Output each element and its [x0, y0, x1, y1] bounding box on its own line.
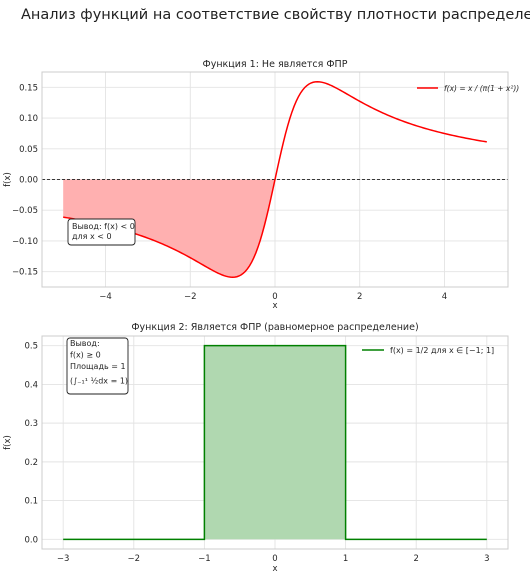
annotation-line: f(x) ≥ 0 — [70, 351, 101, 360]
annotation-line: (∫₋₁¹ ½dx = 1) — [70, 377, 128, 386]
y-tick-label: 0.1 — [24, 497, 38, 507]
chart-panel-1: −4 −2 0 2 4−0.15−0.10−0.050.000.050.100.15Фу… — [3, 59, 519, 311]
y-tick-label: 0.00 — [19, 176, 38, 186]
x-axis-label: x — [272, 301, 277, 311]
chart-panel-2: −3 −2 −1 0 1 2 3 0.0 0.1 0.2 0.3 0.4 0.5 Функция 2: Я… — [3, 322, 508, 574]
x-tick-label: −3 — [57, 554, 70, 564]
y-tick-label: 0.05 — [19, 145, 38, 155]
annotation-line: Площадь = 1 — [70, 362, 126, 371]
x-tick-label: 0 — [272, 554, 277, 564]
annotation-line: Вывод: — [70, 339, 100, 348]
y-tick-label: 0.15 — [19, 83, 38, 93]
x-axis-label: x — [272, 564, 277, 574]
y-tick-label: −0.15 — [12, 268, 38, 278]
y-axis-label: f(x) — [3, 172, 13, 187]
y-tick-label: 0.0 — [24, 535, 38, 545]
y-tick-label: 0.4 — [24, 380, 38, 390]
x-tick-label: −2 — [184, 292, 197, 302]
x-tick-label: 3 — [484, 554, 489, 564]
x-tick-label: 1 — [343, 554, 348, 564]
pdf-area-fill — [204, 346, 345, 540]
x-tick-label: −2 — [128, 554, 141, 564]
x-tick-label: 2 — [357, 292, 362, 302]
x-tick-label: −4 — [99, 292, 112, 302]
annotation-line: для x < 0 — [72, 232, 112, 241]
chart-title: Функция 1: Не является ФПР — [203, 59, 348, 70]
y-tick-label: 0.3 — [24, 419, 38, 429]
legend-label: f(x) = 1/2 для x ∈ [−1; 1] — [390, 346, 494, 355]
y-tick-label: 0.2 — [24, 458, 38, 468]
x-tick-label: 2 — [414, 554, 419, 564]
y-axis-label: f(x) — [3, 435, 13, 450]
y-tick-label: 0.10 — [19, 114, 38, 124]
chart-title: Функция 2: Является ФПР (равномерное рас… — [131, 322, 418, 333]
x-tick-label: 4 — [442, 292, 447, 302]
y-tick-label: −0.10 — [12, 237, 38, 247]
x-tick-label: −1 — [198, 554, 211, 564]
annotation-line: Вывод: f(x) < 0 — [72, 222, 135, 231]
conclusion-annotation: Вывод: f(x) ≥ 0 Площадь = 1 (∫₋₁¹ ½dx = 1) — [67, 338, 128, 394]
y-tick-label: −0.05 — [12, 206, 38, 216]
legend-label: f(x) = x / (π(1 + x²)) — [444, 84, 519, 93]
y-tick-label: 0.5 — [24, 342, 38, 352]
